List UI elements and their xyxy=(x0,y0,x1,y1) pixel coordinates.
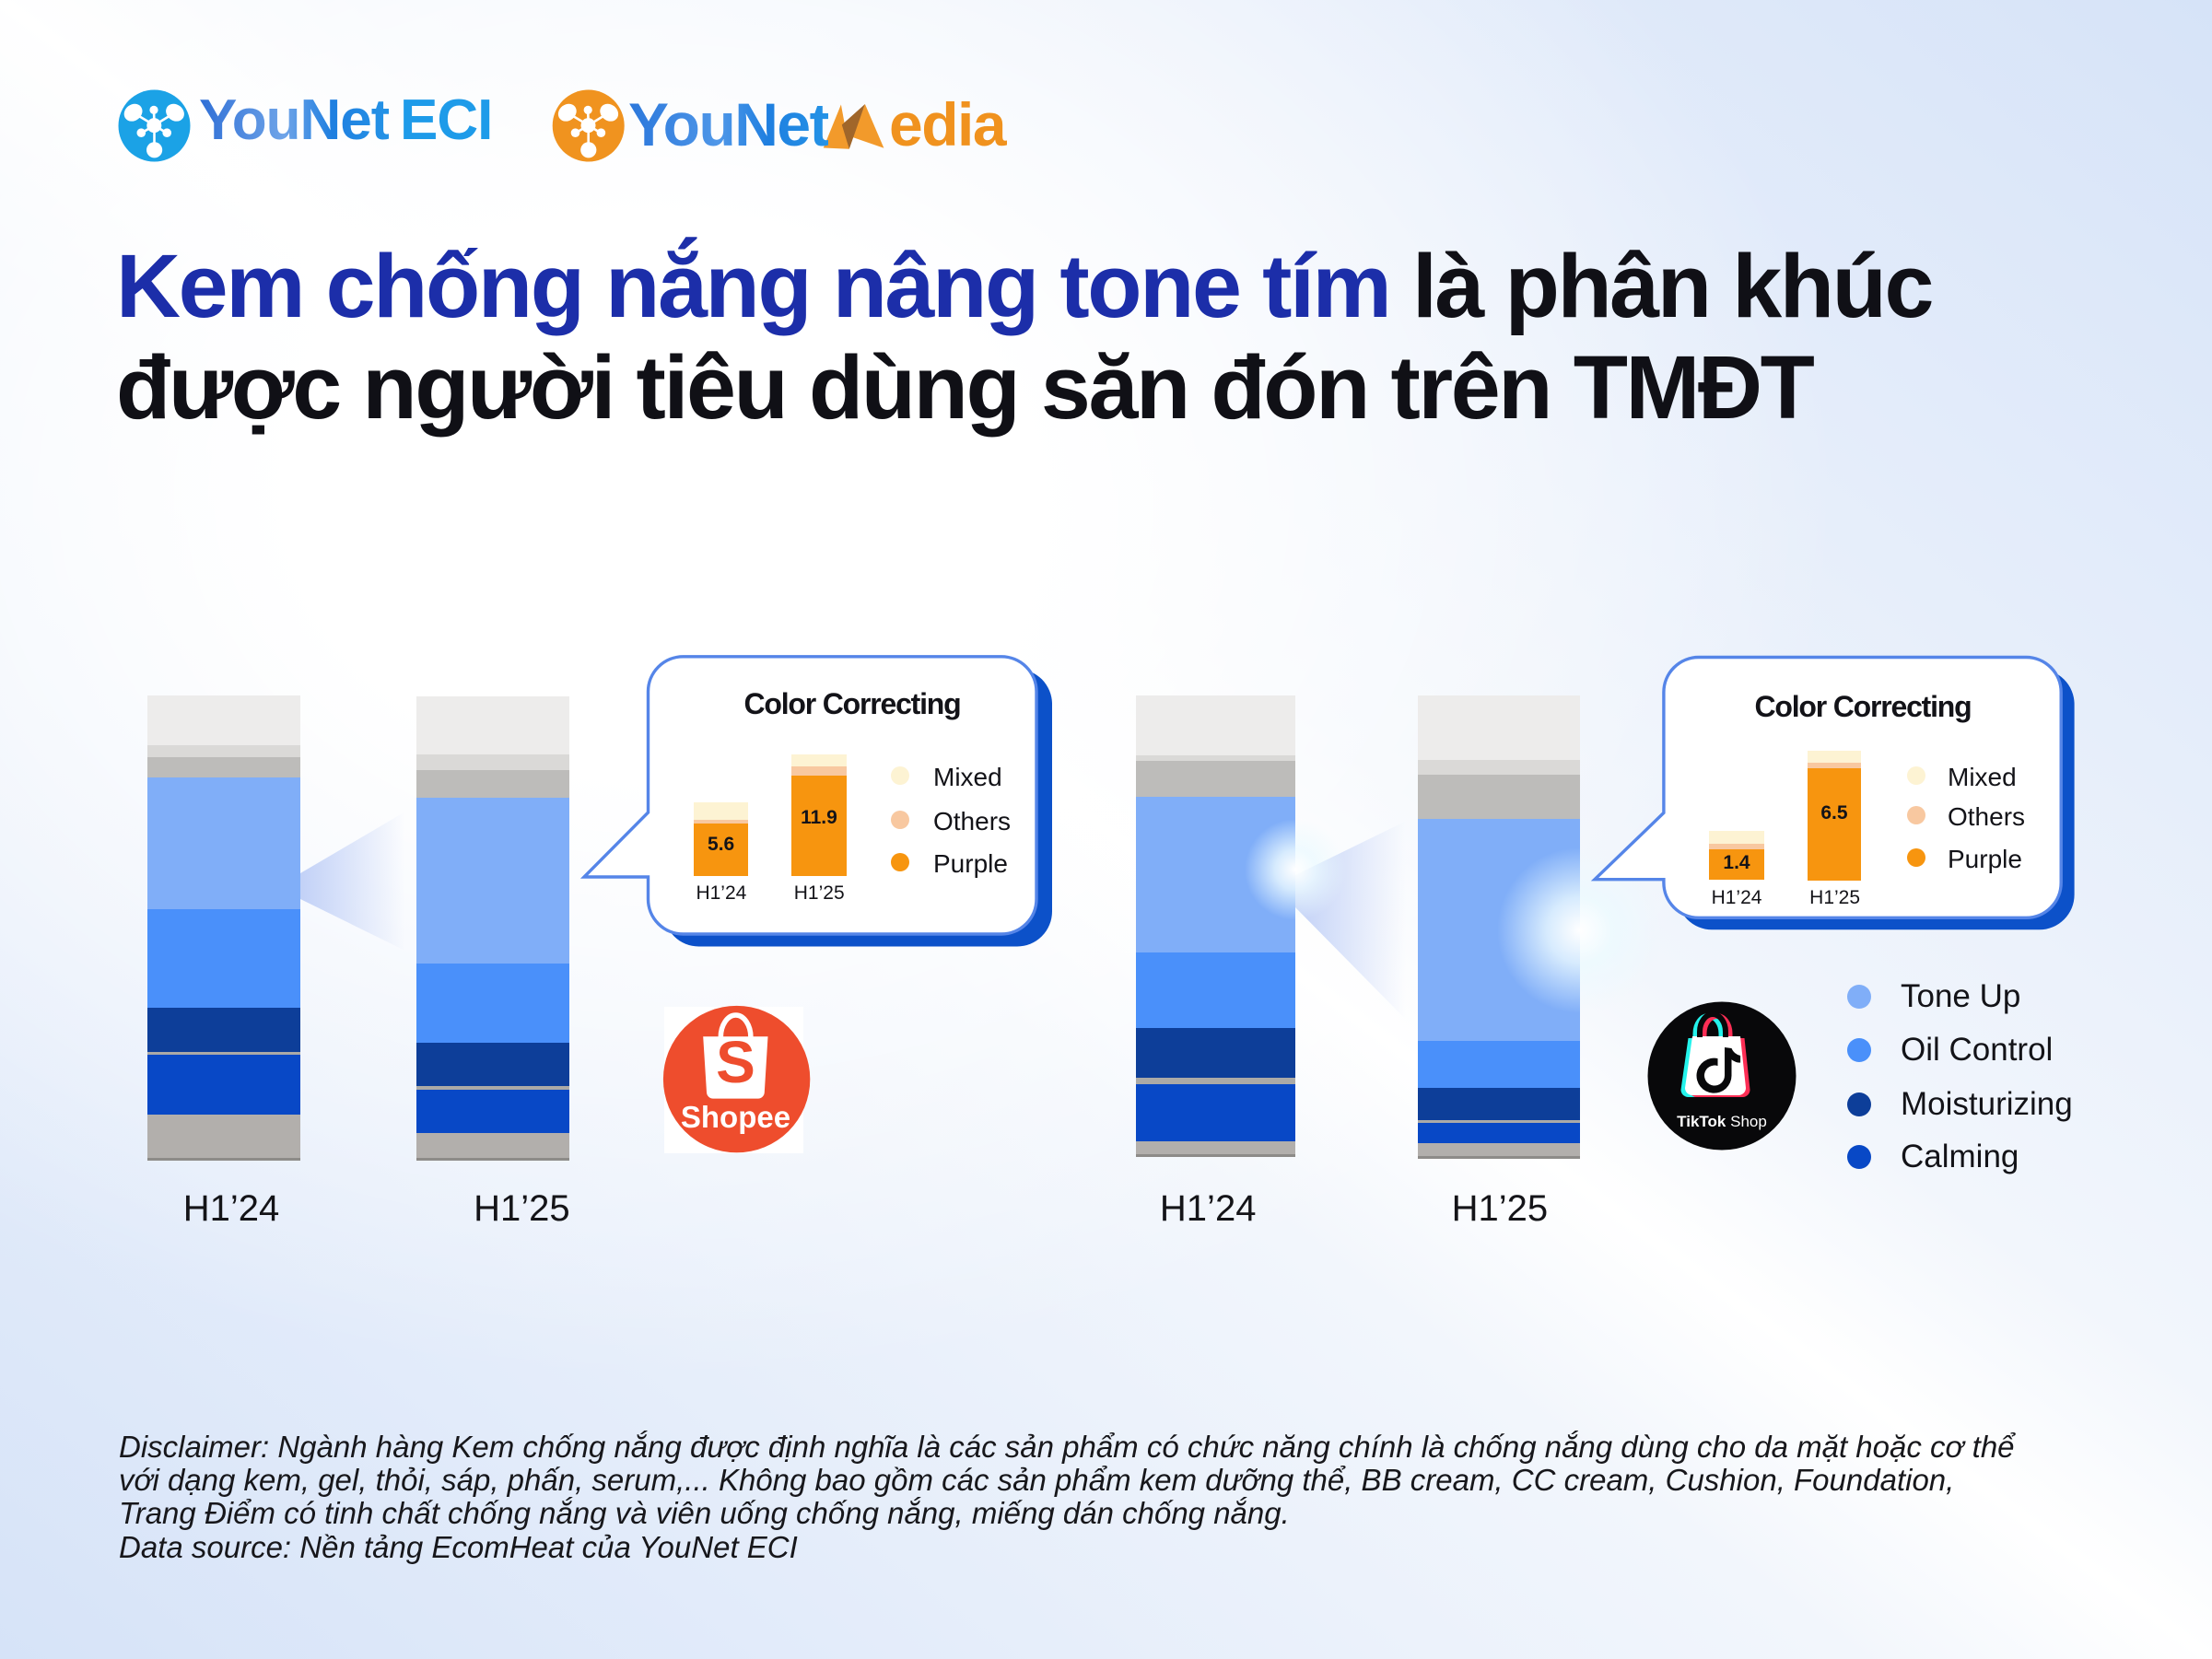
svg-text:Shopee: Shopee xyxy=(681,1100,790,1134)
svg-text:TikTok Shop: TikTok Shop xyxy=(1677,1113,1767,1130)
svg-text:S: S xyxy=(716,1029,755,1095)
